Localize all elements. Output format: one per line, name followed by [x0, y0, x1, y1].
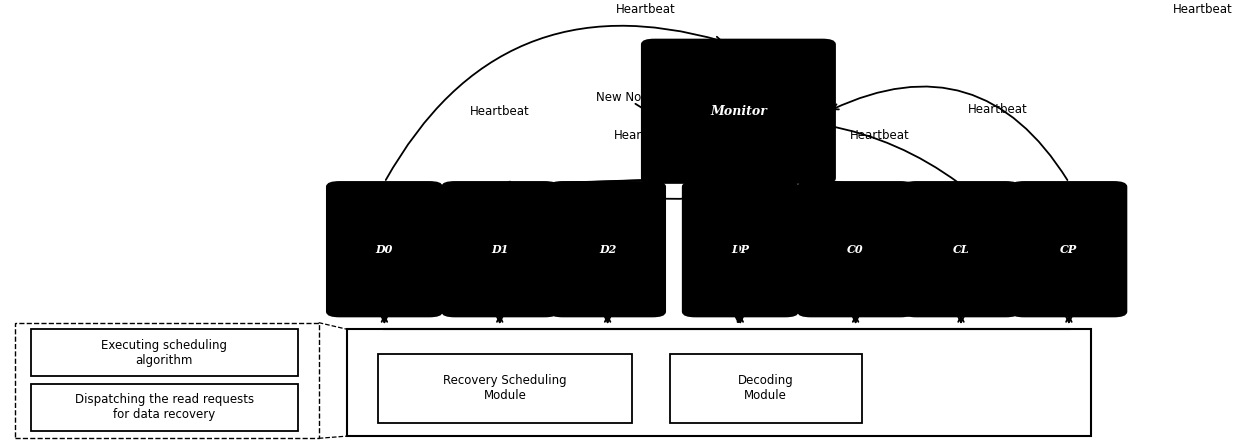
FancyBboxPatch shape — [551, 182, 665, 316]
Text: Heartbeat: Heartbeat — [615, 3, 676, 16]
Text: New Node: New Node — [596, 91, 656, 105]
FancyBboxPatch shape — [799, 182, 913, 316]
Text: Executing scheduling
algorithm: Executing scheduling algorithm — [102, 339, 227, 367]
Bar — [31, 384, 298, 431]
Text: Heartbeat: Heartbeat — [470, 105, 529, 118]
Text: Decoding
Module: Decoding Module — [738, 374, 794, 402]
Text: D0: D0 — [376, 244, 393, 255]
Text: Monitor: Monitor — [711, 105, 766, 118]
FancyBboxPatch shape — [443, 182, 557, 316]
Text: D1: D1 — [491, 244, 508, 255]
Bar — [378, 354, 632, 423]
FancyBboxPatch shape — [683, 182, 797, 316]
FancyBboxPatch shape — [904, 182, 1018, 316]
Text: DP: DP — [732, 244, 749, 255]
FancyBboxPatch shape — [1012, 182, 1126, 316]
Bar — [15, 323, 319, 438]
FancyBboxPatch shape — [642, 40, 835, 182]
FancyBboxPatch shape — [327, 182, 441, 316]
Text: CL: CL — [952, 244, 970, 255]
Text: CP: CP — [1060, 244, 1078, 255]
Text: D2: D2 — [599, 244, 616, 255]
Text: Heartbeat: Heartbeat — [849, 129, 909, 142]
Text: Heartbeat: Heartbeat — [1173, 3, 1233, 16]
Text: Recovery Scheduling
Module: Recovery Scheduling Module — [444, 374, 567, 402]
Text: Heartbeat: Heartbeat — [753, 129, 812, 142]
Text: Heartbeat: Heartbeat — [968, 103, 1028, 116]
Bar — [670, 354, 862, 423]
Text: Dispatching the read requests
for data recovery: Dispatching the read requests for data r… — [74, 393, 254, 421]
Bar — [31, 329, 298, 376]
Text: Heartbeat: Heartbeat — [614, 129, 673, 142]
Text: C0: C0 — [847, 244, 864, 255]
Bar — [347, 329, 1091, 436]
